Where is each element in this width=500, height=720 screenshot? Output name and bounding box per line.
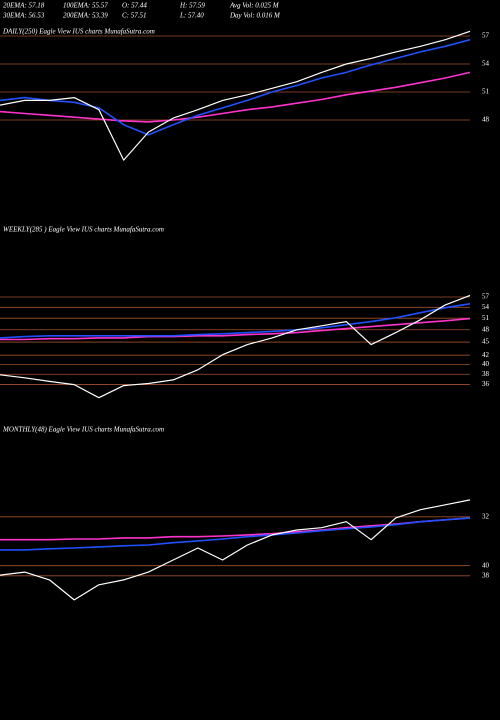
y-tick-label: 42 bbox=[482, 351, 490, 359]
panel-title: MONTHLY(48) Eagle View IUS charts Munafa… bbox=[2, 426, 164, 434]
header-stat: 30EMA: 56.53 bbox=[2, 12, 45, 20]
header-stat: 100EMA: 55.57 bbox=[63, 2, 108, 10]
y-tick-label: 38 bbox=[482, 370, 490, 378]
series-line bbox=[0, 517, 471, 551]
header-stat: Avg Vol: 0.025 M bbox=[229, 2, 280, 10]
series-line bbox=[0, 71, 471, 123]
panel-title: DAILY(250) Eagle View IUS charts MunafaS… bbox=[2, 28, 155, 36]
y-tick-label: 36 bbox=[482, 380, 490, 388]
series-line bbox=[0, 517, 471, 541]
series-line bbox=[0, 499, 471, 601]
header-stat: H: 57.59 bbox=[179, 2, 205, 10]
y-tick-label: 54 bbox=[482, 303, 490, 311]
header-stat: 20EMA: 57.18 bbox=[3, 2, 45, 10]
series-line bbox=[0, 38, 471, 136]
y-tick-label: 57 bbox=[482, 32, 490, 40]
y-tick-label: 51 bbox=[482, 88, 490, 96]
y-tick-label: 45 bbox=[482, 338, 490, 346]
series-line bbox=[0, 303, 471, 339]
series-line bbox=[0, 30, 471, 161]
y-tick-label: 40 bbox=[482, 360, 490, 368]
header-stat: C: 57.51 bbox=[122, 12, 147, 20]
header-stat: O: 57.44 bbox=[122, 2, 147, 10]
panel-title: WEEKLY(285 ) Eagle View IUS charts Munaf… bbox=[3, 226, 164, 234]
header-stat: 200EMA: 53.39 bbox=[63, 12, 108, 20]
y-tick-label: 57 bbox=[482, 293, 490, 301]
series-line bbox=[0, 294, 471, 399]
series-line bbox=[0, 317, 471, 341]
y-tick-label: 48 bbox=[482, 116, 490, 124]
y-tick-label: 32 bbox=[482, 512, 490, 520]
y-tick-label: 48 bbox=[482, 325, 490, 333]
y-tick-label: 38 bbox=[482, 571, 490, 579]
y-tick-label: 51 bbox=[482, 314, 490, 322]
y-tick-label: 54 bbox=[482, 60, 490, 68]
header-stat: Day Vol: 0.016 M bbox=[229, 12, 281, 20]
y-tick-label: 40 bbox=[482, 561, 490, 569]
header-stat: L: 57.40 bbox=[179, 12, 204, 20]
